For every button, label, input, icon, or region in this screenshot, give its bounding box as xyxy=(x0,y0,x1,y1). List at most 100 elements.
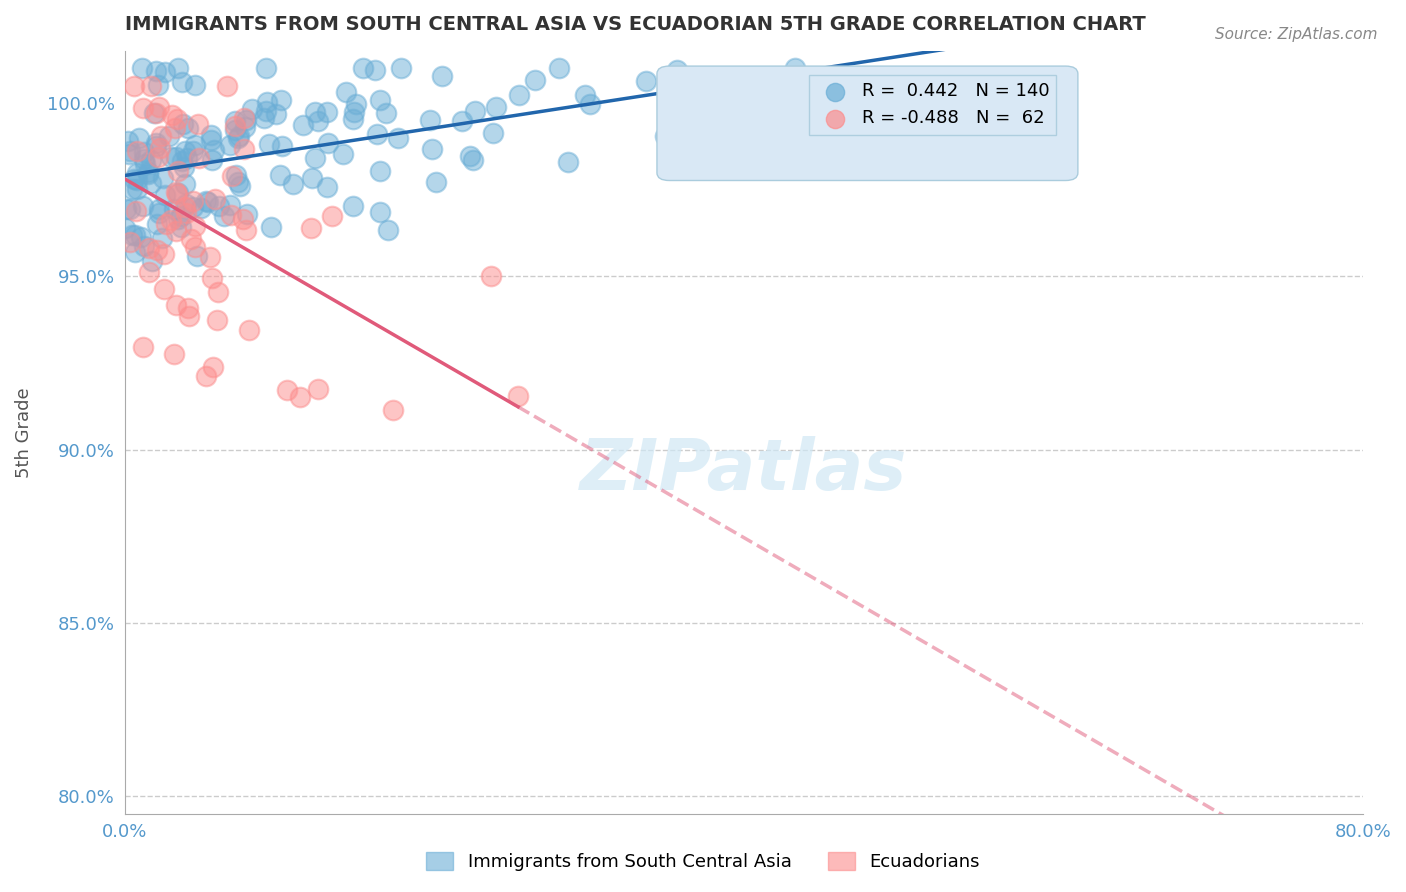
Point xyxy=(157,128,180,143)
Point xyxy=(368,94,391,108)
Point xyxy=(125,204,148,219)
Point xyxy=(136,167,159,181)
Point xyxy=(134,145,156,159)
Point xyxy=(117,146,139,161)
Point xyxy=(162,202,184,216)
Point xyxy=(430,69,453,83)
Point xyxy=(254,103,277,118)
Point xyxy=(138,241,160,255)
Point xyxy=(208,199,231,213)
Point xyxy=(145,136,167,150)
Point xyxy=(180,232,202,246)
Point xyxy=(117,134,139,148)
Point xyxy=(121,182,143,196)
Point xyxy=(225,169,247,183)
Point xyxy=(160,108,183,122)
Point xyxy=(232,212,254,227)
Point xyxy=(165,298,187,312)
Point xyxy=(579,97,602,112)
Point xyxy=(174,206,197,220)
Point xyxy=(238,322,260,336)
Point xyxy=(125,182,148,196)
Point xyxy=(235,223,257,237)
Point xyxy=(335,85,357,99)
Point xyxy=(184,137,207,152)
Point xyxy=(148,78,170,92)
Point xyxy=(166,61,188,75)
Point xyxy=(165,150,187,164)
Point xyxy=(201,359,224,374)
Point xyxy=(485,100,508,114)
Point xyxy=(120,235,142,250)
Point xyxy=(179,309,201,323)
Point xyxy=(183,78,205,92)
Point xyxy=(172,118,194,132)
Point xyxy=(200,128,222,142)
Point xyxy=(307,382,329,396)
Point xyxy=(174,178,197,192)
Point xyxy=(381,402,404,417)
Legend: R =  0.442   N = 140, R = -0.488   N =  62: R = 0.442 N = 140, R = -0.488 N = 62 xyxy=(810,75,1056,135)
Point xyxy=(226,131,249,145)
Point xyxy=(138,265,160,279)
Point xyxy=(114,221,136,235)
Point xyxy=(219,198,242,212)
Point xyxy=(145,217,167,231)
Point xyxy=(229,179,252,194)
Point xyxy=(557,155,579,169)
Point xyxy=(190,201,212,215)
Point xyxy=(419,113,441,128)
Point xyxy=(122,78,145,93)
Point xyxy=(131,101,153,115)
Point xyxy=(139,176,162,190)
Point xyxy=(122,171,145,186)
Point xyxy=(204,192,226,206)
Point xyxy=(506,389,529,403)
Point xyxy=(240,102,263,116)
Point xyxy=(205,313,228,327)
Point xyxy=(224,113,246,128)
Point xyxy=(114,202,136,217)
Point xyxy=(368,205,391,219)
Point xyxy=(132,239,155,253)
Point xyxy=(259,137,281,152)
Point xyxy=(233,120,256,135)
Point xyxy=(301,171,323,186)
Point xyxy=(136,164,159,178)
Point xyxy=(167,164,190,178)
Point xyxy=(187,117,209,131)
Point xyxy=(321,209,343,223)
Point xyxy=(148,202,170,217)
Point xyxy=(131,61,153,75)
Point xyxy=(464,104,486,119)
Point xyxy=(197,194,219,209)
Point xyxy=(141,78,163,93)
Point xyxy=(152,170,174,185)
Point xyxy=(221,169,243,183)
Point xyxy=(152,282,174,296)
Point xyxy=(292,118,315,132)
Point xyxy=(184,219,207,233)
Point xyxy=(139,153,162,168)
Point xyxy=(665,62,688,77)
Point xyxy=(226,175,249,189)
Point xyxy=(636,74,658,88)
Point xyxy=(174,196,197,211)
Point xyxy=(224,123,246,137)
Point xyxy=(145,139,167,153)
Point xyxy=(160,213,183,227)
Point xyxy=(153,65,176,79)
Point xyxy=(332,147,354,161)
Point xyxy=(167,186,190,201)
Point xyxy=(170,209,193,223)
Point xyxy=(177,301,200,315)
Point xyxy=(574,88,596,103)
Point xyxy=(173,160,195,174)
Point xyxy=(654,128,676,143)
Point xyxy=(174,144,197,158)
Text: Source: ZipAtlas.com: Source: ZipAtlas.com xyxy=(1215,27,1378,42)
Point xyxy=(134,152,156,166)
Point xyxy=(141,254,163,268)
Point xyxy=(148,206,170,220)
Point xyxy=(236,207,259,221)
